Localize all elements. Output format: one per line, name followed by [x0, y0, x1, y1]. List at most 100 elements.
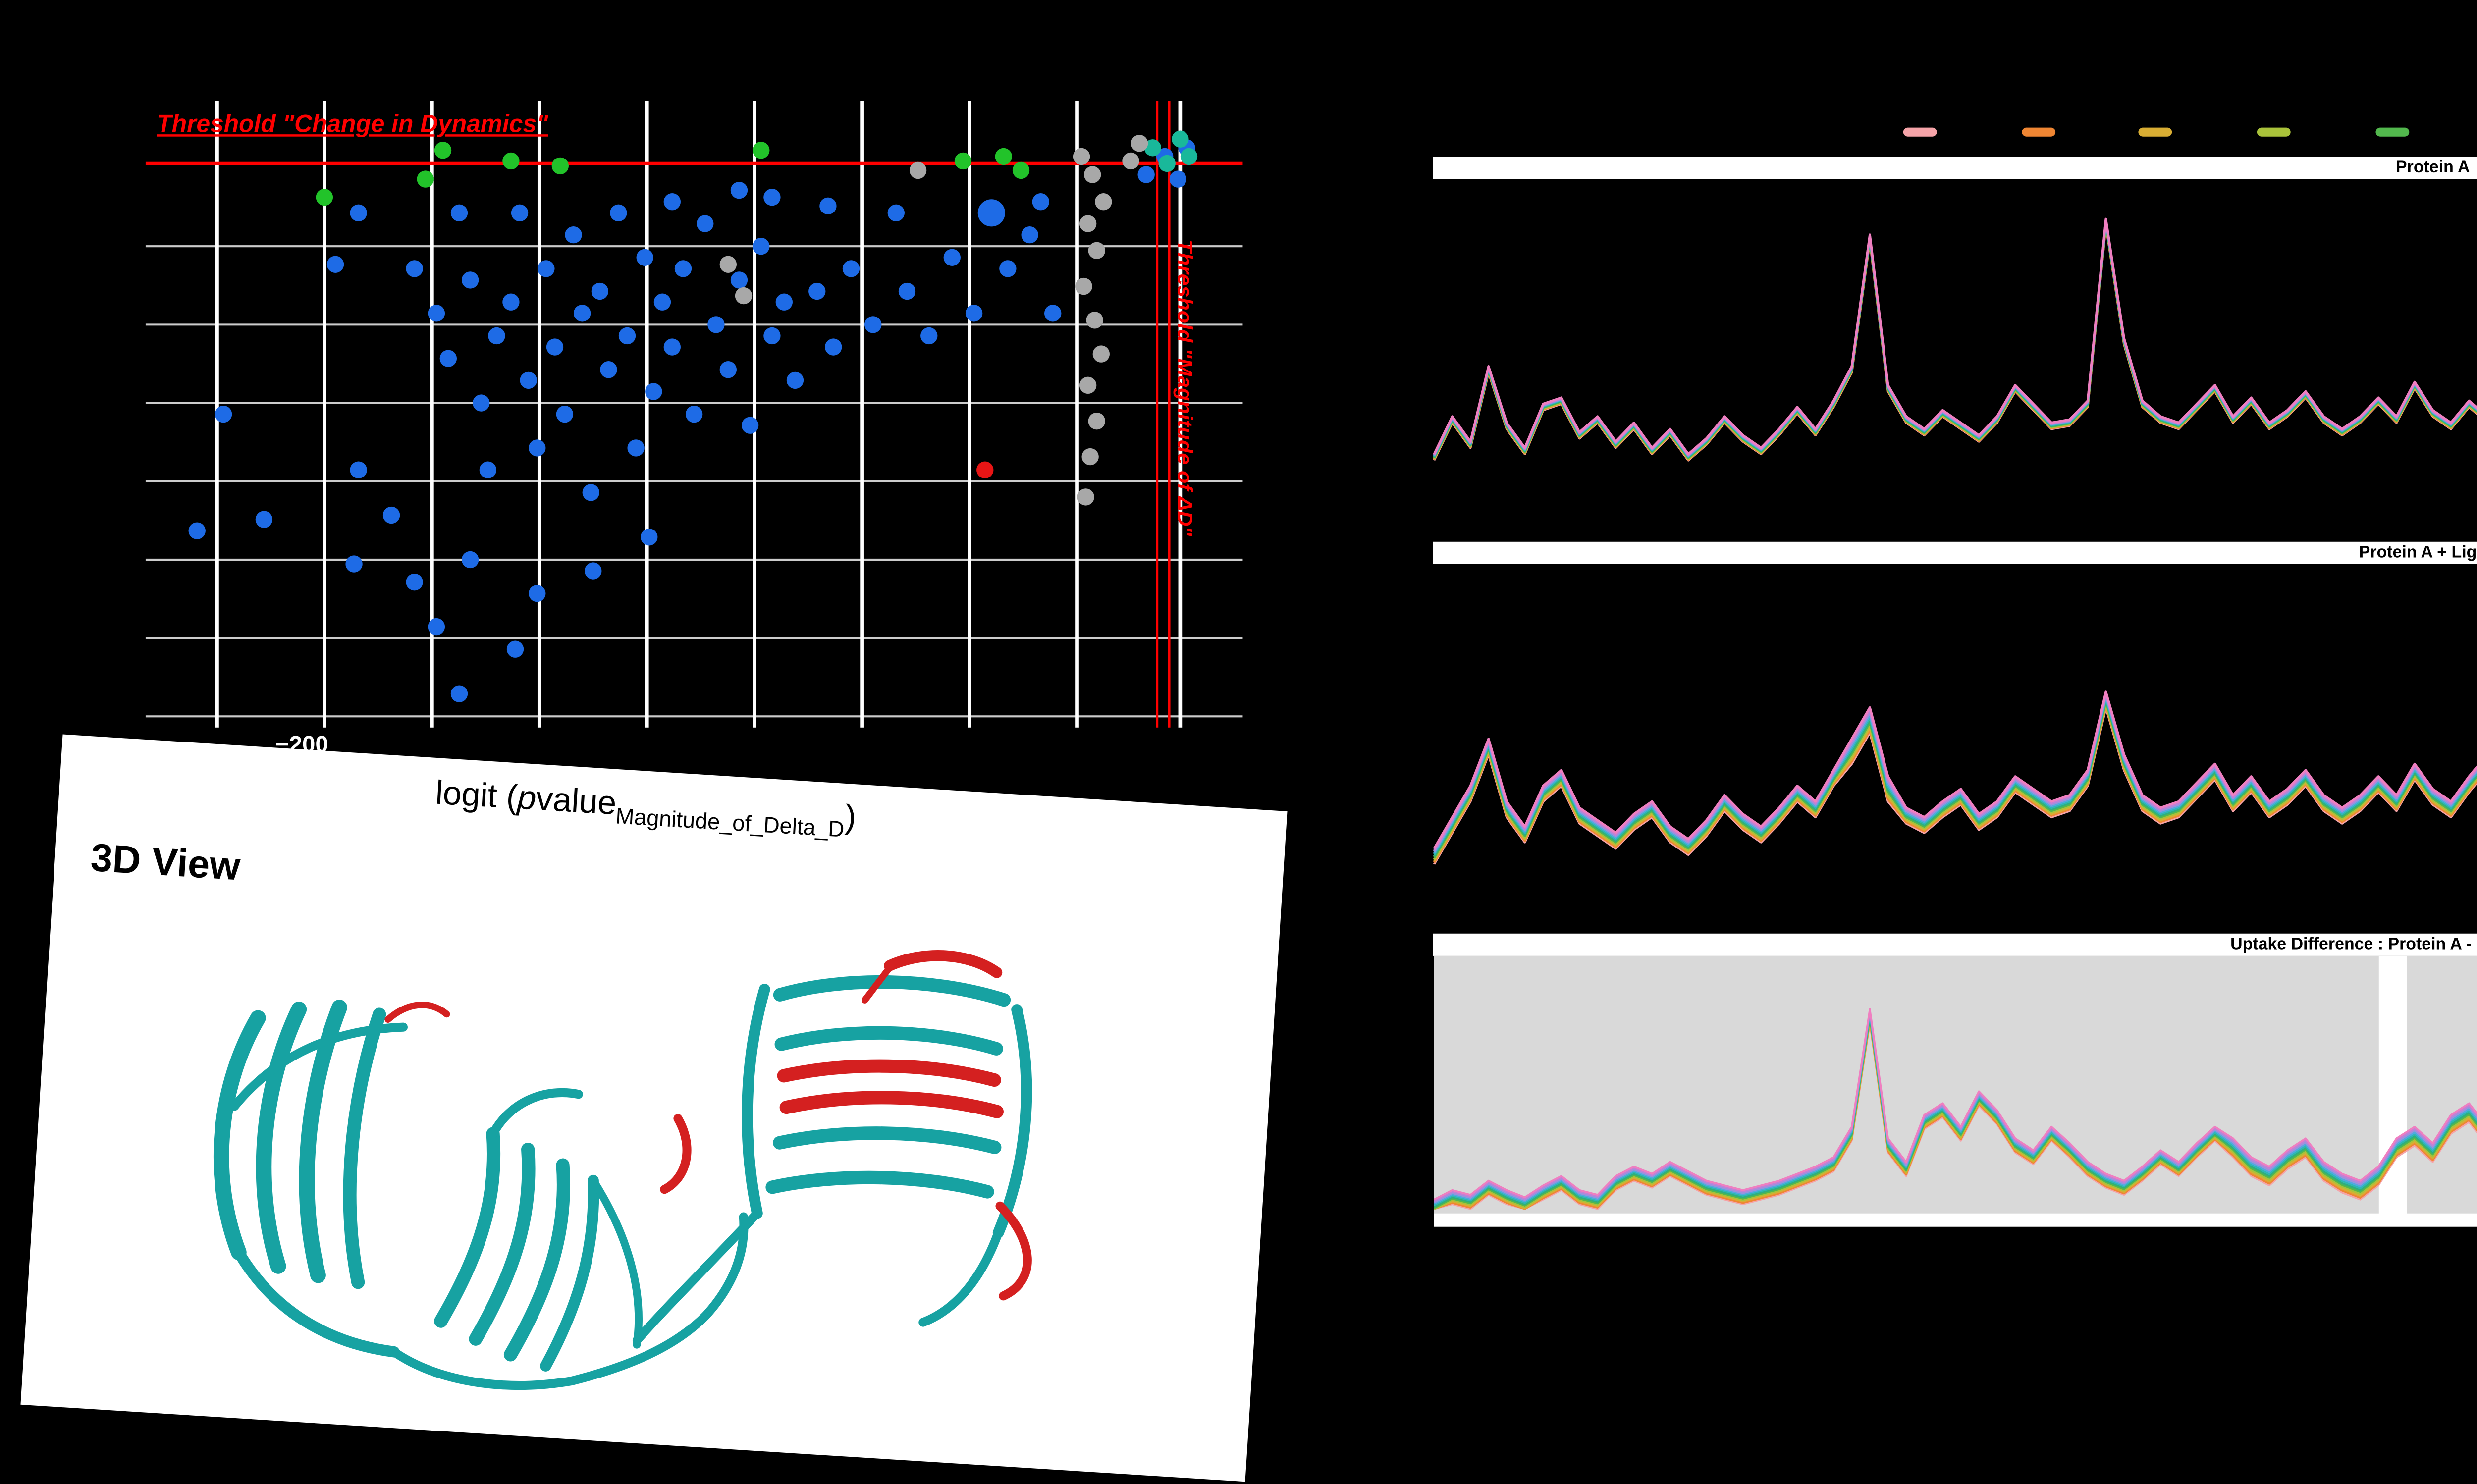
- scatter-point[interactable]: [663, 193, 681, 211]
- scatter-point[interactable]: [188, 522, 206, 539]
- scatter-point[interactable]: [506, 640, 524, 658]
- scatter-point[interactable]: [316, 189, 333, 206]
- uptake-trace[interactable]: [1433, 223, 2477, 509]
- scatter-point[interactable]: [763, 189, 781, 206]
- scatter-point[interactable]: [674, 260, 692, 277]
- scatter-point[interactable]: [585, 562, 602, 580]
- legend-dash[interactable]: [2021, 128, 2055, 136]
- uptake-trace[interactable]: [1433, 222, 2477, 500]
- scatter-point[interactable]: [502, 152, 520, 170]
- scatter-point[interactable]: [887, 204, 905, 222]
- scatter-point[interactable]: [943, 249, 961, 266]
- uptake-trace[interactable]: [1433, 654, 2477, 865]
- scatter-point[interactable]: [808, 282, 826, 300]
- scatter-point[interactable]: [627, 439, 645, 457]
- scatter-point[interactable]: [1158, 155, 1176, 172]
- 3d-view-panel[interactable]: 3D View: [20, 734, 1288, 1482]
- scatter-point[interactable]: [326, 256, 344, 273]
- uptake-trace[interactable]: [1433, 220, 2477, 468]
- scatter-point[interactable]: [1169, 170, 1187, 188]
- scatter-point[interactable]: [1044, 305, 1062, 322]
- protein-a-uptake-chart[interactable]: [1433, 179, 2477, 529]
- scatter-point[interactable]: [1095, 193, 1112, 211]
- scatter-point[interactable]: [645, 383, 662, 400]
- scatter-point[interactable]: [600, 361, 617, 378]
- scatter-point[interactable]: [618, 327, 636, 345]
- uptake-trace[interactable]: [1434, 1011, 2477, 1204]
- scatter-point[interactable]: [1088, 242, 1105, 259]
- scatter-point[interactable]: [653, 293, 671, 311]
- uptake-trace[interactable]: [1434, 1020, 2477, 1210]
- uptake-trace[interactable]: [1434, 1012, 2477, 1205]
- scatter-point[interactable]: [1137, 166, 1155, 183]
- scatter-point[interactable]: [1032, 193, 1049, 211]
- uptake-trace[interactable]: [1433, 649, 2477, 863]
- scatter-point[interactable]: [1021, 226, 1038, 244]
- protein-a-panel[interactable]: Protein A: [1433, 157, 2477, 528]
- scatter-point[interactable]: [417, 170, 434, 188]
- timepoint-legend[interactable]: [1903, 123, 2477, 141]
- uptake-trace[interactable]: [1434, 1018, 2477, 1210]
- uptake-trace[interactable]: [1433, 644, 2477, 862]
- scatter-point[interactable]: [707, 316, 725, 333]
- scatter-point[interactable]: [920, 327, 938, 345]
- uptake-trace[interactable]: [1434, 1009, 2477, 1203]
- scatter-point[interactable]: [538, 260, 555, 277]
- uptake-trace[interactable]: [1434, 1019, 2477, 1210]
- scatter-point[interactable]: [786, 371, 804, 389]
- scatter-point[interactable]: [1172, 130, 1189, 148]
- scatter-point[interactable]: [663, 338, 681, 356]
- scatter-point[interactable]: [511, 204, 529, 222]
- scatter-point[interactable]: [520, 371, 537, 389]
- uptake-trace[interactable]: [1434, 1022, 2477, 1210]
- scatter-point[interactable]: [1088, 412, 1105, 430]
- scatter-point[interactable]: [864, 316, 882, 333]
- scatter-point[interactable]: [697, 215, 714, 232]
- legend-dash[interactable]: [2139, 128, 2173, 136]
- legend-dash[interactable]: [1903, 128, 1937, 136]
- scatter-point[interactable]: [825, 338, 842, 356]
- uptake-trace[interactable]: [1434, 1008, 2477, 1202]
- scatter-point[interactable]: [999, 260, 1017, 277]
- scatter-point[interactable]: [1086, 312, 1103, 329]
- scatter-point[interactable]: [479, 461, 497, 478]
- protein-3d-structure[interactable]: [99, 887, 1204, 1479]
- scatter-point[interactable]: [1075, 277, 1092, 295]
- scatter-point[interactable]: [741, 417, 759, 434]
- scatter-point[interactable]: [450, 685, 468, 702]
- scatter-point[interactable]: [610, 204, 627, 222]
- scatter-point[interactable]: [976, 461, 994, 478]
- volcano-plot-panel[interactable]: Threshold "Change in Dynamics" Threshold…: [145, 101, 1243, 759]
- protein-a-ligand-panel[interactable]: Protein A + Ligand: [1433, 541, 2477, 913]
- scatter-point[interactable]: [1084, 166, 1101, 183]
- scatter-point[interactable]: [1122, 152, 1139, 170]
- scatter-point[interactable]: [345, 555, 363, 573]
- uptake-trace[interactable]: [1433, 217, 2477, 455]
- scatter-point[interactable]: [898, 282, 916, 300]
- scatter-point[interactable]: [730, 271, 748, 289]
- uptake-trace[interactable]: [1433, 604, 2477, 849]
- scatter-point[interactable]: [977, 199, 1005, 227]
- scatter-point[interactable]: [565, 226, 582, 244]
- scatter-point[interactable]: [591, 282, 609, 300]
- uptake-trace[interactable]: [1433, 221, 2477, 484]
- scatter-point[interactable]: [502, 293, 520, 311]
- scatter-point[interactable]: [819, 197, 837, 214]
- scatter-point[interactable]: [1092, 345, 1110, 363]
- scatter-point[interactable]: [350, 204, 367, 222]
- scatter-point[interactable]: [461, 551, 479, 569]
- scatter-point[interactable]: [636, 249, 653, 266]
- scatter-point[interactable]: [1073, 148, 1090, 165]
- scatter-point[interactable]: [450, 204, 468, 222]
- uptake-trace[interactable]: [1434, 1016, 2477, 1209]
- scatter-point[interactable]: [573, 305, 591, 322]
- scatter-point[interactable]: [1081, 448, 1099, 466]
- uptake-difference-panel[interactable]: Uptake Difference : Protein A - (Protein…: [1433, 933, 2477, 1227]
- scatter-point[interactable]: [1180, 148, 1198, 165]
- scatter-point[interactable]: [775, 293, 793, 311]
- scatter-point[interactable]: [1012, 161, 1030, 179]
- scatter-point[interactable]: [842, 260, 860, 277]
- scatter-point[interactable]: [255, 511, 273, 528]
- volcano-scatter-chart[interactable]: [145, 101, 1243, 728]
- uptake-trace[interactable]: [1433, 639, 2477, 860]
